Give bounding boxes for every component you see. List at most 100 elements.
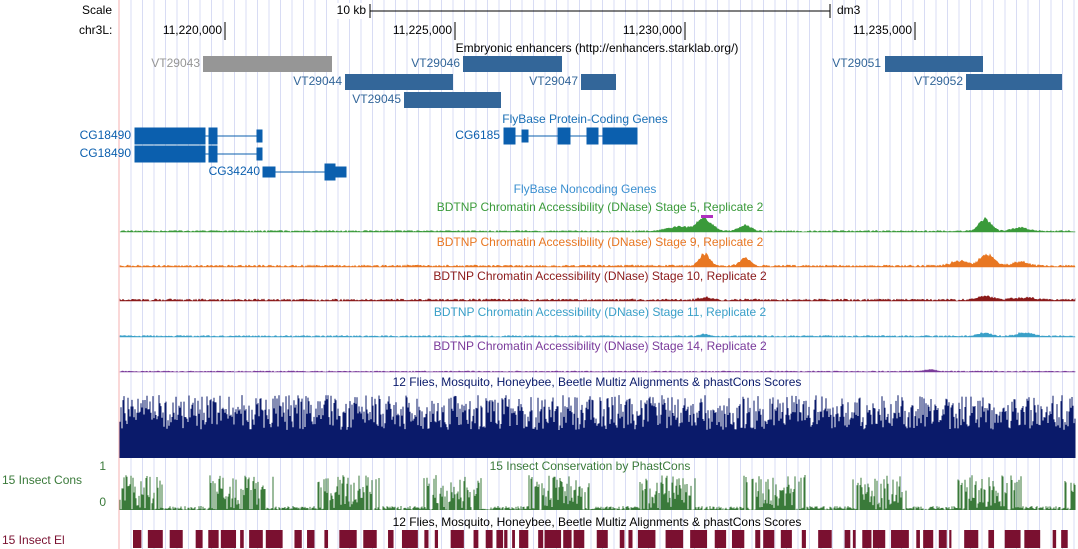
scale-span: 10 kb [337,3,367,17]
element [133,530,142,548]
track-title: BDTNP Chromatin Accessibility (DNase) St… [437,235,764,249]
scale-max: 1 [99,459,106,473]
element-track [133,530,1068,548]
enhancer-label[interactable]: VT29045 [352,92,401,106]
signal-track [119,252,1076,268]
element [563,530,572,548]
position-label: 11,235,000 [853,23,912,37]
track-title: 12 Flies, Mosquito, Honeybee, Beetle Mul… [393,515,802,529]
bar-track [119,395,1076,458]
element [147,530,163,548]
element [852,530,856,548]
element [1061,530,1068,548]
side-label[interactable]: 15 Insect El [2,533,65,547]
element [964,530,979,548]
element [891,530,909,548]
enhancer-label[interactable]: VT29046 [411,56,460,70]
position-label: 11,225,000 [393,23,452,37]
element [938,530,947,548]
element [294,530,302,548]
enhancer-label[interactable]: VT29051 [832,56,881,70]
element [538,530,544,548]
track-title: FlyBase Noncoding Genes [514,182,657,196]
element [208,530,219,548]
track-title: BDTNP Chromatin Accessibility (DNase) St… [433,339,767,353]
signal-track [119,331,1076,338]
element [519,530,529,548]
element [434,530,439,548]
element [872,530,886,548]
element [1052,530,1057,548]
element [504,530,508,548]
element [949,530,952,548]
ruler-ticks [224,22,916,40]
position-label: 11,230,000 [623,23,682,37]
element [862,530,872,548]
element [923,530,934,548]
element [844,530,851,548]
element [1024,530,1041,548]
element [1004,530,1021,548]
enhancer-label[interactable]: VT29047 [529,74,578,88]
element [496,530,504,548]
element [512,530,515,548]
element [450,530,464,548]
signal-track [119,216,1076,233]
element [249,530,263,548]
element [596,530,608,548]
bar-track [119,475,1076,510]
element [763,530,775,548]
element [424,530,429,548]
element [324,530,329,548]
gene-label[interactable]: CG6185 [455,128,500,142]
element [473,530,479,548]
signal-track [119,295,1076,302]
scale-bg [332,3,368,19]
element [665,530,684,548]
element [240,530,244,548]
element [544,530,562,548]
track-title: BDTNP Chromatin Accessibility (DNase) St… [433,269,767,283]
element [801,530,806,548]
element [916,530,920,548]
enhancer-label[interactable]: VT29052 [914,74,963,88]
chrom-label: chr3L: [79,23,112,37]
gene-label[interactable]: CG34240 [209,164,261,178]
position-label: 11,220,000 [163,23,222,37]
enhancer-boxes [203,56,1062,108]
element [485,530,493,548]
element [637,530,656,548]
track-title: FlyBase Protein-Coding Genes [502,112,667,126]
element [714,530,727,548]
element [401,530,418,548]
element [780,530,792,548]
scale-min: 0 [99,495,106,509]
highlight [701,215,713,218]
track-title: BDTNP Chromatin Accessibility (DNase) St… [434,305,767,319]
element [628,530,633,548]
assembly: dm3 [837,3,861,17]
track-title: Embryonic enhancers (http://enhancers.st… [456,41,739,55]
element [195,530,203,548]
element [988,530,995,548]
element [388,530,394,548]
element [619,530,625,548]
element [265,530,283,548]
track-title: 15 Insect Conservation by PhastCons [490,459,691,473]
element [818,530,832,548]
gene-label[interactable]: CG18490 [80,128,132,142]
element [220,530,237,548]
enhancer-label[interactable]: VT29044 [293,74,342,88]
element [363,530,377,548]
gene-label[interactable]: CG18490 [80,146,132,160]
side-label[interactable]: 15 Insect Cons [2,473,82,487]
enhancer-label[interactable]: VT29043 [151,56,200,70]
signal-track [119,369,1076,373]
element [755,530,761,548]
track-title: 12 Flies, Mosquito, Honeybee, Beetle Mul… [393,375,802,389]
track-title: BDTNP Chromatin Accessibility (DNase) St… [437,200,764,214]
element [731,530,745,548]
element [690,530,708,548]
element [573,530,585,548]
